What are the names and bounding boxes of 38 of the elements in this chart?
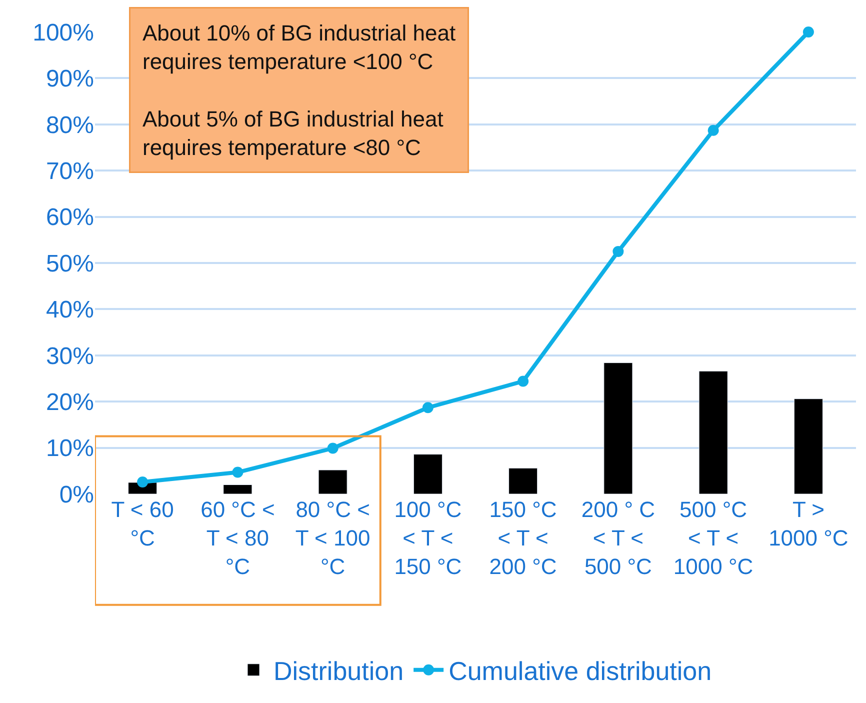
x-tick-label: 100 °C < T < 150 °C (394, 497, 462, 580)
bar (698, 370, 728, 494)
point (422, 402, 434, 414)
y-tick-label: 50% (46, 250, 94, 278)
x-tick-label: T > 1000 °C (768, 497, 848, 551)
x-tick-label: 500 °C < T < 1000 °C (673, 497, 754, 580)
legend-label: Cumulative distribution (448, 656, 712, 686)
x-tick-label: 200 ° C < T < 500 °C (581, 497, 656, 580)
annotation: About 10% of BG industrial heat requires temperature <100 °C (142, 20, 456, 74)
point (708, 124, 719, 136)
bar (794, 398, 823, 494)
y-tick-label: 80% (46, 112, 94, 139)
bar (604, 362, 633, 494)
y-tick-label: 30% (46, 342, 94, 370)
y-tick-label: 70% (46, 158, 94, 185)
point (612, 246, 624, 257)
y-tick-label: 90% (46, 66, 94, 93)
x-tick-label: 150 °C < T < 200 °C (489, 497, 557, 580)
bar (413, 454, 442, 494)
point (518, 376, 529, 387)
y-tick-label: 0% (59, 481, 94, 508)
legend-label: Distribution (274, 656, 404, 686)
bar (223, 484, 252, 494)
y-tick-label: 100% (32, 19, 94, 46)
bar (318, 470, 348, 494)
point (327, 442, 338, 454)
x-tick-label: T < 60 °C (111, 497, 174, 551)
point (232, 466, 244, 478)
y-tick-label: 40% (46, 296, 94, 324)
point (802, 26, 814, 38)
y-tick-label: 60% (46, 204, 94, 232)
y-tick-label: 10% (46, 435, 94, 462)
annotation: About 5% of BG industrial heat requires temperature <80 °C (142, 106, 444, 160)
x-tick-label: 80 °C < T < 100 °C (295, 497, 370, 580)
bar (508, 468, 538, 494)
y-tick-label: 20% (46, 389, 94, 416)
x-tick-label: 60 °C < T < 80 °C (200, 497, 275, 580)
point (137, 476, 148, 488)
